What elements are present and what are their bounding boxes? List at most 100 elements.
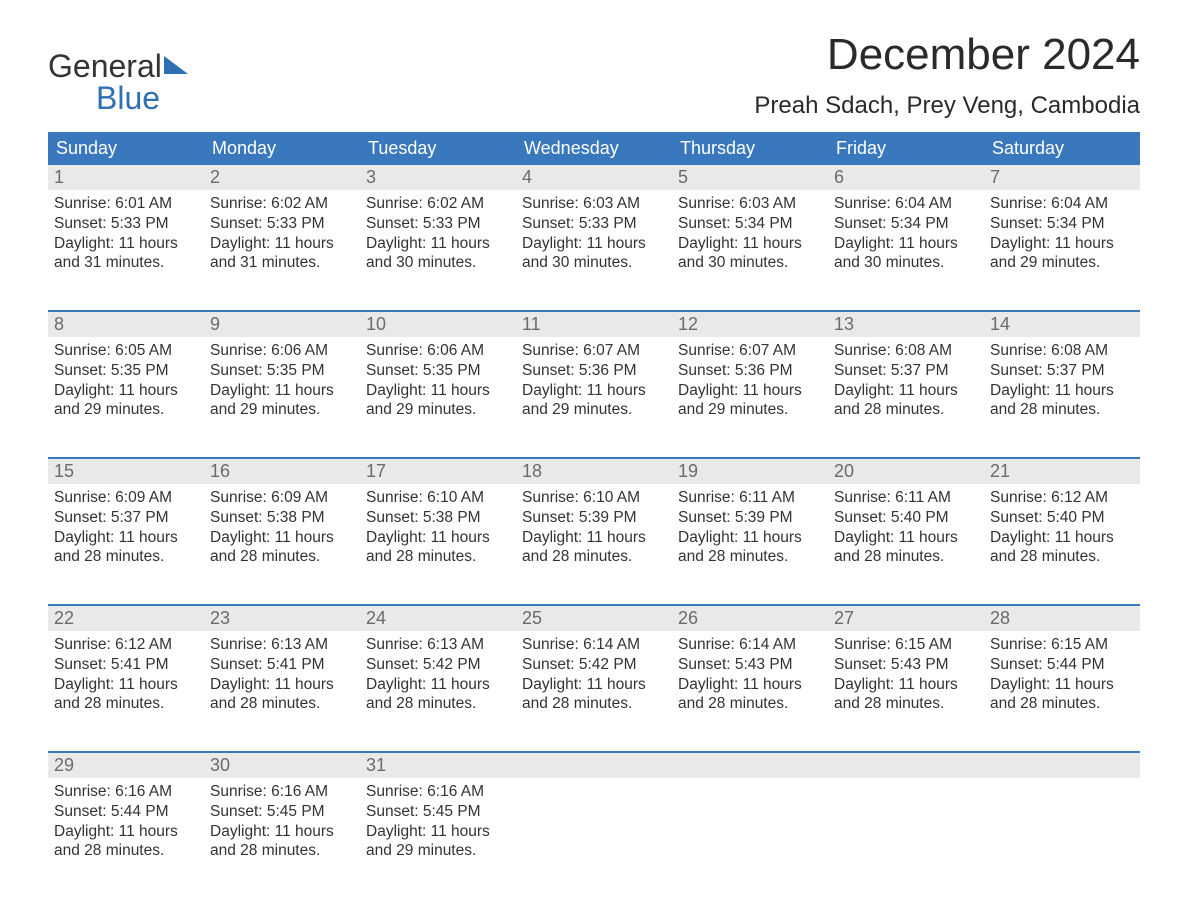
- sunset-text: Sunset: 5:43 PM: [678, 655, 820, 675]
- sunrise-text: Sunrise: 6:09 AM: [54, 488, 196, 508]
- day-number: 18: [516, 459, 672, 484]
- day-cell: [984, 778, 1140, 878]
- sunrise-text: Sunrise: 6:13 AM: [366, 635, 508, 655]
- daylight-text: and 29 minutes.: [210, 400, 352, 420]
- day-number: 11: [516, 312, 672, 337]
- day-number: [828, 753, 984, 778]
- day-cell: Sunrise: 6:14 AMSunset: 5:42 PMDaylight:…: [516, 631, 672, 731]
- day-number: 13: [828, 312, 984, 337]
- day-cell: Sunrise: 6:12 AMSunset: 5:40 PMDaylight:…: [984, 484, 1140, 584]
- day-number: 15: [48, 459, 204, 484]
- month-title: December 2024: [754, 30, 1140, 80]
- daylight-text: and 31 minutes.: [210, 253, 352, 273]
- daylight-text: Daylight: 11 hours: [990, 234, 1132, 254]
- day-number: 22: [48, 606, 204, 631]
- sunrise-text: Sunrise: 6:15 AM: [990, 635, 1132, 655]
- sunset-text: Sunset: 5:36 PM: [522, 361, 664, 381]
- day-number: 7: [984, 165, 1140, 190]
- day-cell: Sunrise: 6:13 AMSunset: 5:42 PMDaylight:…: [360, 631, 516, 731]
- daylight-text: and 28 minutes.: [522, 694, 664, 714]
- sunset-text: Sunset: 5:35 PM: [366, 361, 508, 381]
- sunset-text: Sunset: 5:41 PM: [210, 655, 352, 675]
- daylight-text: Daylight: 11 hours: [210, 822, 352, 842]
- daylight-text: Daylight: 11 hours: [366, 528, 508, 548]
- page-header: General Blue December 2024 Preah Sdach, …: [48, 30, 1140, 120]
- daylight-text: Daylight: 11 hours: [522, 234, 664, 254]
- sunrise-text: Sunrise: 6:10 AM: [522, 488, 664, 508]
- day-cell: Sunrise: 6:10 AMSunset: 5:39 PMDaylight:…: [516, 484, 672, 584]
- daylight-text: and 28 minutes.: [834, 694, 976, 714]
- sunset-text: Sunset: 5:34 PM: [990, 214, 1132, 234]
- day-number: 2: [204, 165, 360, 190]
- day-cell: Sunrise: 6:16 AMSunset: 5:45 PMDaylight:…: [360, 778, 516, 878]
- sunrise-text: Sunrise: 6:14 AM: [522, 635, 664, 655]
- sunrise-text: Sunrise: 6:10 AM: [366, 488, 508, 508]
- day-number: 29: [48, 753, 204, 778]
- sunset-text: Sunset: 5:34 PM: [834, 214, 976, 234]
- sunrise-text: Sunrise: 6:08 AM: [834, 341, 976, 361]
- day-number: 20: [828, 459, 984, 484]
- day-number: 19: [672, 459, 828, 484]
- sunrise-text: Sunrise: 6:16 AM: [210, 782, 352, 802]
- day-cell: Sunrise: 6:11 AMSunset: 5:39 PMDaylight:…: [672, 484, 828, 584]
- day-cell: Sunrise: 6:05 AMSunset: 5:35 PMDaylight:…: [48, 337, 204, 437]
- day-number: 24: [360, 606, 516, 631]
- day-cell: [516, 778, 672, 878]
- sunset-text: Sunset: 5:45 PM: [366, 802, 508, 822]
- day-number: 16: [204, 459, 360, 484]
- sunrise-text: Sunrise: 6:16 AM: [366, 782, 508, 802]
- brand-word-2: Blue: [48, 82, 188, 114]
- day-cell: Sunrise: 6:14 AMSunset: 5:43 PMDaylight:…: [672, 631, 828, 731]
- day-number: 27: [828, 606, 984, 631]
- daylight-text: Daylight: 11 hours: [54, 381, 196, 401]
- sunrise-text: Sunrise: 6:04 AM: [990, 194, 1132, 214]
- day-cell: Sunrise: 6:15 AMSunset: 5:43 PMDaylight:…: [828, 631, 984, 731]
- daylight-text: and 28 minutes.: [366, 694, 508, 714]
- day-number-row: 22232425262728: [48, 606, 1140, 631]
- sunset-text: Sunset: 5:33 PM: [54, 214, 196, 234]
- title-block: December 2024 Preah Sdach, Prey Veng, Ca…: [754, 30, 1140, 120]
- day-cell: Sunrise: 6:06 AMSunset: 5:35 PMDaylight:…: [204, 337, 360, 437]
- daylight-text: Daylight: 11 hours: [210, 675, 352, 695]
- sunset-text: Sunset: 5:42 PM: [366, 655, 508, 675]
- brand-logo: General Blue: [48, 30, 188, 114]
- daylight-text: Daylight: 11 hours: [210, 234, 352, 254]
- day-number: 30: [204, 753, 360, 778]
- sunset-text: Sunset: 5:33 PM: [366, 214, 508, 234]
- sunset-text: Sunset: 5:35 PM: [210, 361, 352, 381]
- sunrise-text: Sunrise: 6:03 AM: [522, 194, 664, 214]
- calendar-week: 15161718192021Sunrise: 6:09 AMSunset: 5:…: [48, 457, 1140, 584]
- day-cell: Sunrise: 6:03 AMSunset: 5:34 PMDaylight:…: [672, 190, 828, 290]
- daylight-text: Daylight: 11 hours: [210, 528, 352, 548]
- day-number: 28: [984, 606, 1140, 631]
- day-cell: Sunrise: 6:02 AMSunset: 5:33 PMDaylight:…: [360, 190, 516, 290]
- day-number: 1: [48, 165, 204, 190]
- sunset-text: Sunset: 5:33 PM: [522, 214, 664, 234]
- daylight-text: Daylight: 11 hours: [834, 234, 976, 254]
- sunrise-text: Sunrise: 6:11 AM: [678, 488, 820, 508]
- sunset-text: Sunset: 5:44 PM: [990, 655, 1132, 675]
- daylight-text: and 28 minutes.: [678, 547, 820, 567]
- sunset-text: Sunset: 5:38 PM: [366, 508, 508, 528]
- brand-triangle-icon: [164, 56, 188, 74]
- day-cell: Sunrise: 6:04 AMSunset: 5:34 PMDaylight:…: [828, 190, 984, 290]
- day-number: 5: [672, 165, 828, 190]
- daylight-text: and 28 minutes.: [54, 841, 196, 861]
- weekday-header: Tuesday: [360, 132, 516, 165]
- sunset-text: Sunset: 5:37 PM: [54, 508, 196, 528]
- sunrise-text: Sunrise: 6:12 AM: [990, 488, 1132, 508]
- day-number: [984, 753, 1140, 778]
- location-subtitle: Preah Sdach, Prey Veng, Cambodia: [754, 92, 1140, 120]
- weekday-header: Friday: [828, 132, 984, 165]
- daylight-text: Daylight: 11 hours: [522, 381, 664, 401]
- calendar-week: 891011121314Sunrise: 6:05 AMSunset: 5:35…: [48, 310, 1140, 437]
- day-cell: Sunrise: 6:13 AMSunset: 5:41 PMDaylight:…: [204, 631, 360, 731]
- day-number: 25: [516, 606, 672, 631]
- sunrise-text: Sunrise: 6:07 AM: [678, 341, 820, 361]
- daylight-text: Daylight: 11 hours: [54, 234, 196, 254]
- daylight-text: and 28 minutes.: [990, 547, 1132, 567]
- sunrise-text: Sunrise: 6:12 AM: [54, 635, 196, 655]
- daylight-text: and 29 minutes.: [522, 400, 664, 420]
- sunrise-text: Sunrise: 6:04 AM: [834, 194, 976, 214]
- day-cell: Sunrise: 6:08 AMSunset: 5:37 PMDaylight:…: [828, 337, 984, 437]
